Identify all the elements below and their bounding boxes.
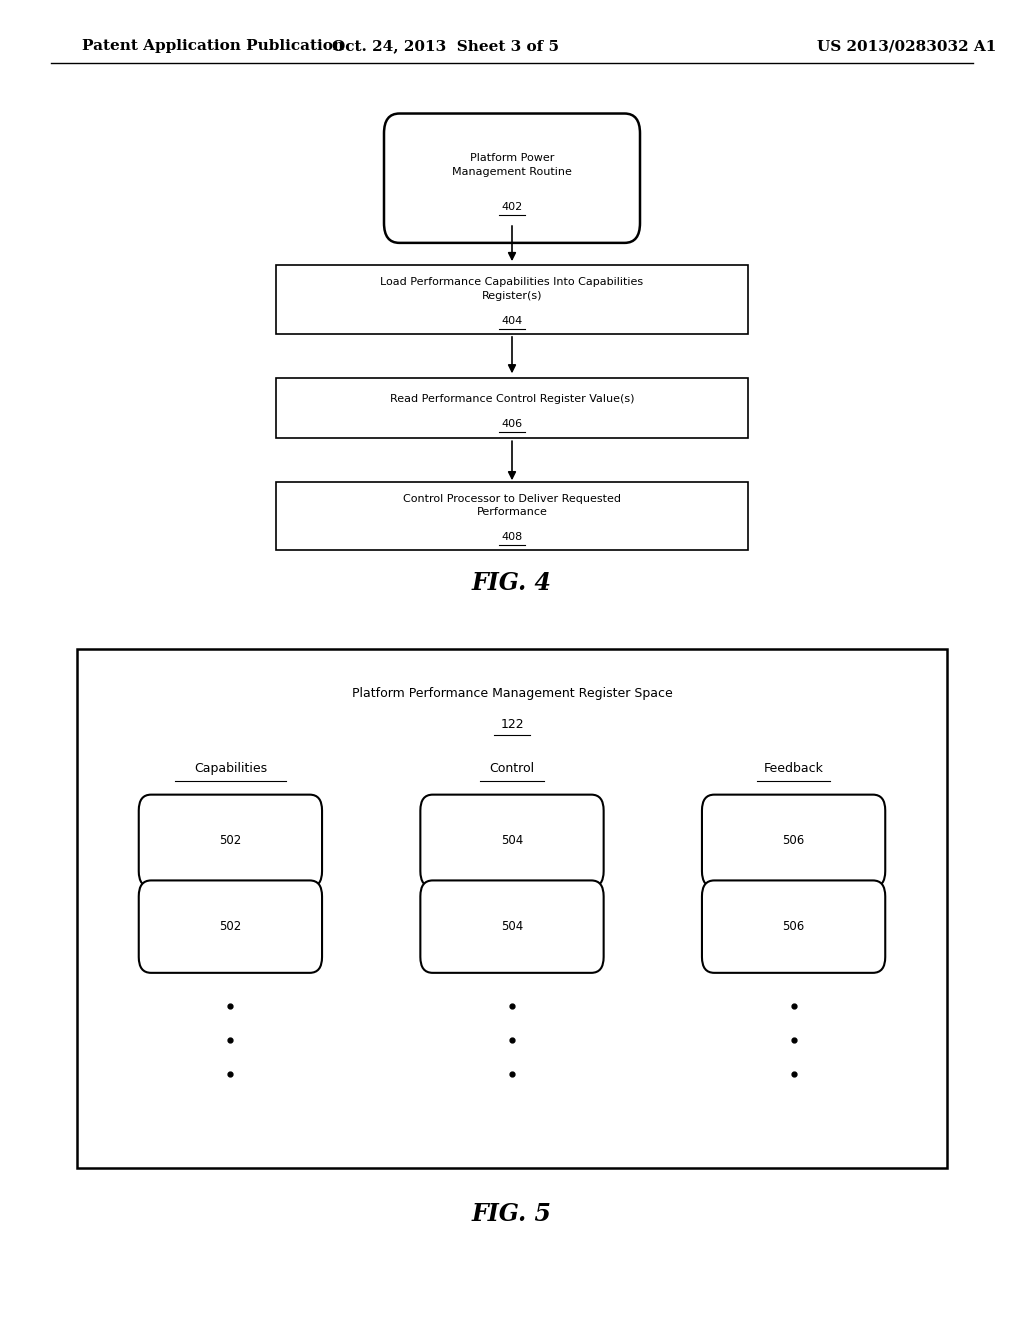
Text: 504: 504 xyxy=(501,834,523,847)
Text: 502: 502 xyxy=(219,920,242,933)
FancyBboxPatch shape xyxy=(77,649,947,1168)
FancyBboxPatch shape xyxy=(702,880,885,973)
Text: Patent Application Publication: Patent Application Publication xyxy=(82,40,344,53)
Text: Feedback: Feedback xyxy=(764,762,823,775)
Text: Control Processor to Deliver Requested
Performance: Control Processor to Deliver Requested P… xyxy=(403,494,621,517)
Text: Capabilities: Capabilities xyxy=(194,762,267,775)
Text: Read Performance Control Register Value(s): Read Performance Control Register Value(… xyxy=(390,393,634,404)
Text: 406: 406 xyxy=(502,418,522,429)
FancyBboxPatch shape xyxy=(276,378,748,438)
Text: US 2013/0283032 A1: US 2013/0283032 A1 xyxy=(816,40,996,53)
Text: 504: 504 xyxy=(501,920,523,933)
Text: 502: 502 xyxy=(219,834,242,847)
Text: Oct. 24, 2013  Sheet 3 of 5: Oct. 24, 2013 Sheet 3 of 5 xyxy=(332,40,559,53)
Text: 408: 408 xyxy=(502,532,522,543)
Text: 402: 402 xyxy=(502,202,522,213)
Text: 122: 122 xyxy=(500,718,524,731)
FancyBboxPatch shape xyxy=(702,795,885,887)
FancyBboxPatch shape xyxy=(276,482,748,550)
FancyBboxPatch shape xyxy=(420,795,603,887)
FancyBboxPatch shape xyxy=(139,880,322,973)
Text: 404: 404 xyxy=(502,315,522,326)
FancyBboxPatch shape xyxy=(420,880,603,973)
Text: Platform Power
Management Routine: Platform Power Management Routine xyxy=(452,153,572,177)
Text: 506: 506 xyxy=(782,834,805,847)
Text: 506: 506 xyxy=(782,920,805,933)
Text: FIG. 5: FIG. 5 xyxy=(472,1203,552,1226)
Text: FIG. 4: FIG. 4 xyxy=(472,572,552,595)
Text: Load Performance Capabilities Into Capabilities
Register(s): Load Performance Capabilities Into Capab… xyxy=(381,277,643,301)
Text: Platform Performance Management Register Space: Platform Performance Management Register… xyxy=(351,686,673,700)
FancyBboxPatch shape xyxy=(139,795,322,887)
FancyBboxPatch shape xyxy=(384,114,640,243)
Text: Control: Control xyxy=(489,762,535,775)
FancyBboxPatch shape xyxy=(276,265,748,334)
